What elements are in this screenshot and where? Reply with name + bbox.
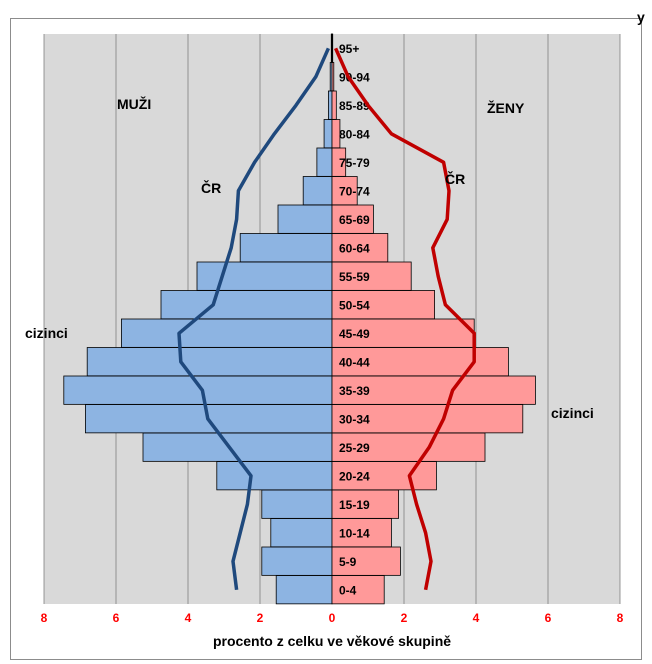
bar-men-50-54 (160, 290, 333, 320)
age-label: 45-49 (339, 327, 370, 341)
age-label: 70-74 (339, 184, 370, 198)
bar-men-5-9 (261, 546, 333, 576)
age-label: 30-34 (339, 412, 370, 426)
bar-women-45-49 (331, 318, 475, 348)
bar-women-85-89 (331, 90, 337, 120)
x-axis-label: procento z celku ve věkové skupině (213, 633, 451, 649)
bar-women-10-14 (331, 518, 392, 548)
bar-men-65-69 (277, 204, 333, 234)
line-cr-men (177, 47, 331, 591)
x-tick-label: 8 (617, 611, 624, 625)
bar-women-70-74 (331, 176, 358, 206)
chart-frame: y 0-4 5-9 10-14 15-19 20-24 25-29 30-34 35-39 40… (10, 9, 645, 660)
bar-women-0-4 (331, 575, 385, 605)
age-label: 95+ (339, 42, 359, 56)
bar-men-75-79 (316, 147, 333, 177)
age-label: 90-94 (339, 70, 370, 84)
bar-women-20-24 (331, 461, 437, 491)
age-label: 0-4 (339, 583, 357, 597)
x-tick-label: 2 (257, 611, 264, 625)
bar-women-15-19 (331, 489, 399, 519)
age-label: 10-14 (339, 526, 370, 540)
bar-women-40-44 (331, 347, 509, 377)
cr-lines (177, 47, 476, 591)
age-label: 15-19 (339, 498, 370, 512)
age-label: 50-54 (339, 298, 370, 312)
x-tick-label: 8 (41, 611, 48, 625)
age-label: 20-24 (339, 469, 370, 483)
bar-men-70-74 (302, 176, 333, 206)
bar-men-85-89 (327, 90, 333, 120)
women-label: ŽENY (487, 99, 525, 116)
bar-men-55-59 (196, 261, 333, 291)
bar-women-90-94 (331, 62, 335, 92)
age-label: 40-44 (339, 355, 370, 369)
bar-women-50-54 (331, 290, 435, 320)
x-tick-label: 0 (329, 611, 336, 625)
bar-men-0-4 (275, 575, 333, 605)
age-label: 65-69 (339, 213, 370, 227)
age-label: 85-89 (339, 99, 370, 113)
cr-right-label: ČR (445, 170, 465, 187)
bar-women-35-39 (331, 375, 536, 405)
x-tick-label: 6 (545, 611, 552, 625)
age-label: 60-64 (339, 241, 370, 255)
bar-men-40-44 (86, 347, 333, 377)
x-tick-label: 4 (185, 611, 192, 625)
x-tick-label: 6 (113, 611, 120, 625)
bar-men-20-24 (216, 461, 333, 491)
age-label: 35-39 (339, 384, 370, 398)
page-corner-mark: y (637, 9, 645, 25)
bar-men-35-39 (63, 375, 333, 405)
line-cr-women (333, 47, 476, 591)
age-label: 25-29 (339, 441, 370, 455)
foreigners-left-label: cizinci (25, 325, 68, 341)
age-labels: 0-4 5-9 10-14 15-19 20-24 25-29 30-34 35-39 40-4… (339, 42, 370, 598)
men-label: MUŽI (117, 95, 151, 112)
bar-women-60-64 (331, 233, 389, 263)
annotations: MUŽI ŽENY ČR ČR cizinci cizinci (25, 95, 594, 421)
bar-women-30-34 (331, 404, 524, 434)
age-label: 5-9 (339, 555, 357, 569)
cr-left-label: ČR (201, 179, 221, 196)
bars (63, 33, 536, 605)
x-tick-labels: 8 6 4 2 0 2 4 6 8 (41, 611, 624, 625)
bar-women-25-29 (331, 432, 486, 462)
bar-men-60-64 (239, 233, 333, 263)
bar-men-80-84 (323, 119, 333, 149)
x-tick-label: 4 (473, 611, 480, 625)
bar-women-5-9 (331, 546, 401, 576)
bar-men-45-49 (121, 318, 333, 348)
bar-men-10-14 (270, 518, 333, 548)
x-tick-label: 2 (401, 611, 408, 625)
age-label: 55-59 (339, 270, 370, 284)
bar-men-15-19 (261, 489, 333, 519)
population-pyramid-chart: 0-4 5-9 10-14 15-19 20-24 25-29 30-34 35-39 40-4… (25, 33, 624, 649)
gridlines (43, 34, 621, 604)
foreigners-right-label: cizinci (551, 405, 594, 421)
age-label: 80-84 (339, 127, 370, 141)
age-label: 75-79 (339, 156, 370, 170)
bar-women-95+ (331, 33, 334, 63)
